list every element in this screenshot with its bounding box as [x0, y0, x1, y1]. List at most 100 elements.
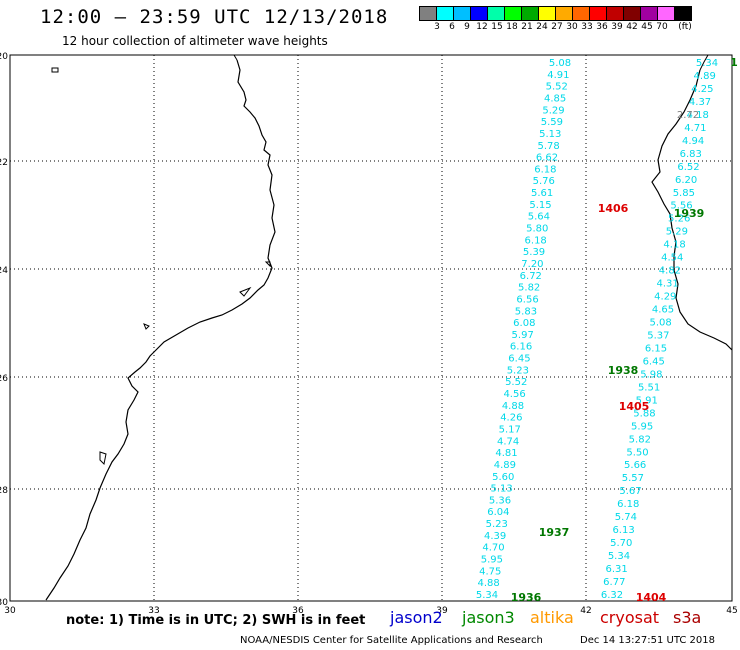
- swh-value: 4.94: [682, 136, 704, 147]
- swh-value: 5.56: [670, 201, 692, 212]
- swh-value: 4.74: [497, 436, 519, 447]
- legend-label: 39: [611, 22, 623, 32]
- pass-time-red: 1406: [598, 202, 629, 215]
- pass-time-red: 1404: [636, 591, 667, 604]
- legend-label: 27: [551, 22, 563, 32]
- swh-value: 5.23: [486, 519, 508, 530]
- swh-value: 4.70: [482, 543, 504, 554]
- swh-value: 5.80: [526, 224, 548, 235]
- swh-value: 4.82: [659, 266, 681, 277]
- swh-value: 5.13: [490, 484, 512, 495]
- swh-value: 4.54: [661, 253, 683, 264]
- legend-label: 24: [536, 22, 548, 32]
- africa-coastline-north: [233, 54, 238, 61]
- island: [51, 67, 59, 73]
- swh-value: 6.32: [601, 590, 623, 601]
- legend-label: 30: [566, 22, 578, 32]
- timestamp-text: Dec 14 13:27:51 UTC 2018: [580, 635, 715, 646]
- swh-value: 4.37: [689, 97, 711, 108]
- swh-value: 5.97: [512, 330, 534, 341]
- swh-value: 4.31: [656, 279, 678, 290]
- swh-value: 4.81: [495, 448, 517, 459]
- swh-value: 5.64: [528, 212, 550, 223]
- legend-swatch: [419, 6, 437, 21]
- x-axis-labels: 30 33 36 39 42 45: [4, 606, 737, 616]
- swh-value: 6.08: [513, 318, 535, 329]
- footer-note: note: 1) Time is in UTC; 2) SWH is in fe…: [66, 613, 366, 628]
- legend-swatch: [555, 6, 573, 21]
- swh-value: 6.72: [520, 271, 542, 282]
- y-tick-label: -28: [0, 486, 8, 496]
- swh-value: 6.18: [617, 499, 639, 510]
- swh-value: 4.65: [652, 305, 674, 316]
- swh-value: 5.78: [538, 141, 560, 152]
- legend-labels: 3 6 9 12 15 18 21 24 27 30 33 36 39 42 45 70 (ft): [420, 21, 692, 35]
- legend-swatch: [623, 6, 641, 21]
- legend-label: 3: [434, 22, 440, 32]
- x-tick-label: 45: [726, 606, 737, 616]
- swh-value: 5.83: [515, 306, 537, 317]
- satellite-cryosat: cryosat: [600, 608, 660, 627]
- x-tick-label: 42: [580, 606, 591, 616]
- madagascar-coastline-north: [699, 54, 709, 71]
- swh-value: 4.71: [684, 123, 706, 134]
- madagascar-coastline: [651, 69, 733, 351]
- swh-value: 7.20: [521, 259, 543, 270]
- page-title: 12:00 – 23:59 UTC 12/13/2018: [40, 6, 389, 28]
- swh-value: 6.45: [643, 356, 665, 367]
- track-right-values: 5.34 4.89 4.25 4.37 4.18 4.71 4.94 6.83 6.52 6.20…: [601, 58, 718, 601]
- pass-time-green: 1939: [674, 207, 705, 220]
- swh-value: 5.15: [529, 200, 551, 211]
- swh-value: 5.61: [531, 188, 553, 199]
- swh-value: 5.76: [533, 176, 555, 187]
- swh-value: 4.25: [691, 84, 713, 95]
- swh-value: 5.37: [647, 330, 669, 341]
- track-left-values: 5.084.915.524.855.295.595.135.786.626.18…: [476, 58, 571, 601]
- swh-value: 5.67: [619, 486, 641, 497]
- swh-value: 4.18: [663, 240, 685, 251]
- swh-value: 5.17: [499, 424, 521, 435]
- y-tick-label: -30: [0, 598, 8, 608]
- swh-value: 5.52: [546, 82, 568, 93]
- swh-value: 6.62: [536, 153, 558, 164]
- swh-value: 5.36: [489, 495, 511, 506]
- swh-value: 5.98: [640, 369, 662, 380]
- swh-value: 6.20: [675, 175, 697, 186]
- legend-swatch: [674, 6, 692, 21]
- swh-value: 5.66: [624, 460, 646, 471]
- legend-label: 15: [491, 22, 503, 32]
- swh-value: 4.39: [484, 531, 506, 542]
- swh-value: 4.75: [479, 566, 501, 577]
- swh-value: 6.13: [612, 525, 634, 536]
- swh-value: 4.18: [687, 110, 709, 121]
- y-tick-label: -26: [0, 374, 8, 384]
- swh-value: 4.85: [544, 93, 566, 104]
- legend-swatches: [419, 6, 692, 21]
- legend-label: 12: [476, 22, 488, 32]
- swh-value: 6.83: [680, 149, 702, 160]
- swh-value: 5.57: [622, 473, 644, 484]
- color-legend: 3 6 9 12 15 18 21 24 27 30 33 36 39 42 45 70 (ft): [419, 6, 692, 35]
- pass-time-green: 1936: [511, 591, 542, 604]
- island: [239, 286, 252, 297]
- x-tick-label: 30: [4, 606, 16, 616]
- swh-value: 4.29: [654, 292, 676, 303]
- satellite-jason2: jason2: [390, 608, 443, 627]
- swh-value: 5.34: [476, 590, 498, 601]
- swh-value: 4.91: [547, 70, 569, 81]
- swh-value: 4.89: [694, 71, 716, 82]
- legend-swatch: [453, 6, 471, 21]
- swh-value: 6.77: [603, 577, 625, 588]
- swh-value: 5.52: [505, 377, 527, 388]
- x-tick-label: 39: [436, 606, 448, 616]
- swh-value: 6.04: [487, 507, 509, 518]
- swh-value: 5.70: [610, 538, 632, 549]
- legend-label: 33: [581, 22, 593, 32]
- swh-value: 5.95: [631, 421, 653, 432]
- swh-value: 6.45: [508, 354, 530, 365]
- swh-value: 5.82: [629, 434, 651, 445]
- x-tick-label: 36: [292, 606, 304, 616]
- legend-swatch: [521, 6, 539, 21]
- swh-value: 5.34: [608, 551, 630, 562]
